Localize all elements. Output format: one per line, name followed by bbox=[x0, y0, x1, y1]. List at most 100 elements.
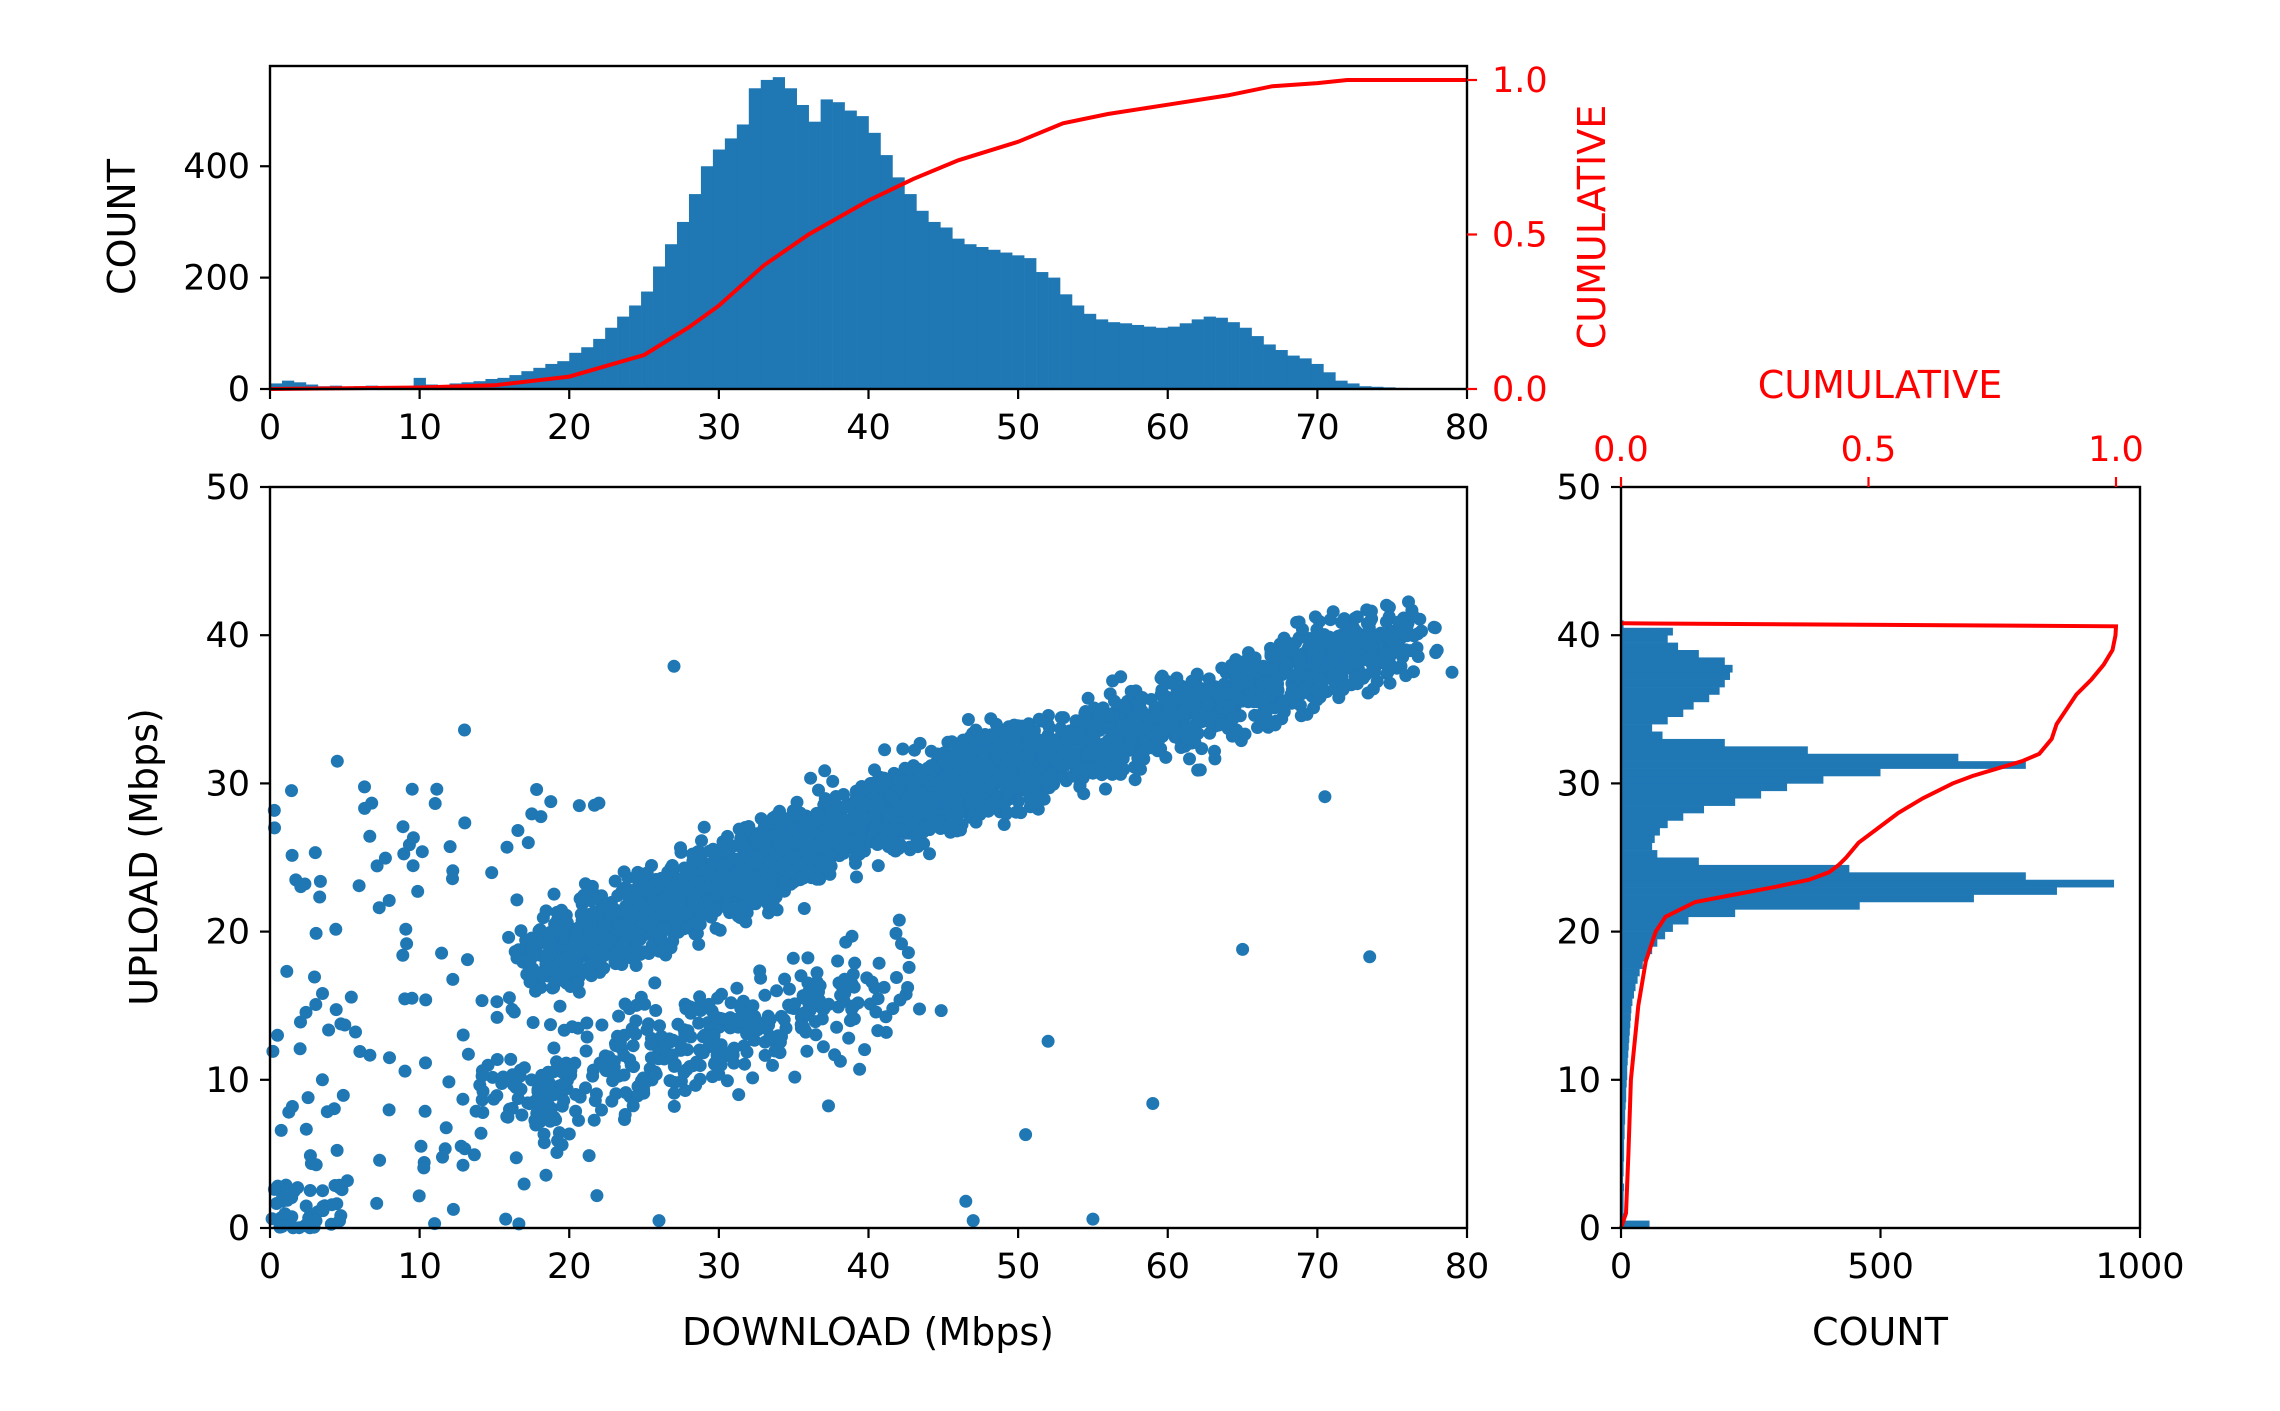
right-cumulative-axis-label: CUMULATIVE bbox=[1758, 363, 2002, 407]
scatter-point bbox=[1019, 784, 1033, 798]
scatter-point bbox=[1009, 752, 1023, 766]
scatter-point bbox=[1115, 718, 1129, 732]
scatter-point bbox=[810, 872, 824, 886]
scatter-point bbox=[1337, 680, 1351, 694]
scatter-point bbox=[534, 810, 548, 824]
scatter-point bbox=[954, 823, 967, 837]
scatter-point bbox=[456, 1028, 470, 1042]
scatter-point bbox=[1183, 752, 1196, 766]
top-histogram-bar bbox=[653, 266, 666, 389]
right-histogram-bar bbox=[1621, 709, 1684, 718]
scatter-point bbox=[303, 1184, 317, 1197]
scatter-point bbox=[584, 969, 598, 983]
scatter-point bbox=[692, 1016, 706, 1030]
scatter-point bbox=[570, 960, 584, 974]
scatter-point bbox=[719, 844, 733, 858]
scatter-point bbox=[908, 743, 921, 757]
right-histogram-bar bbox=[1621, 990, 1634, 999]
scatter-point bbox=[724, 996, 738, 1010]
top-histogram-bar bbox=[1095, 319, 1109, 389]
scatter-point bbox=[1143, 712, 1157, 726]
scatter-point bbox=[593, 944, 607, 958]
right-histogram-bar bbox=[1621, 983, 1636, 992]
scatter-point bbox=[1191, 763, 1205, 777]
right-histogram-bar bbox=[1621, 887, 2057, 895]
right-histogram-bar bbox=[1621, 798, 1736, 806]
scatter-point bbox=[370, 1196, 384, 1210]
scatter-point bbox=[793, 806, 807, 820]
scatter-point bbox=[831, 954, 845, 968]
scatter-point bbox=[1384, 660, 1398, 674]
scatter-point bbox=[693, 990, 707, 1004]
scatter-point bbox=[398, 1064, 412, 1078]
top-histogram-bar bbox=[856, 116, 869, 390]
scatter-point bbox=[1029, 778, 1042, 792]
scatter-point bbox=[547, 887, 561, 901]
scatter-point bbox=[1380, 598, 1393, 612]
right-histogram-bar bbox=[1621, 1035, 1630, 1044]
scatter-point bbox=[1158, 722, 1172, 736]
right-histogram-bar bbox=[1621, 1205, 1624, 1214]
top-histogram-bar bbox=[688, 194, 702, 389]
scatter-point bbox=[560, 916, 574, 930]
scatter-point bbox=[344, 990, 358, 1004]
scatter-point bbox=[551, 1134, 565, 1148]
scatter-point bbox=[316, 1184, 330, 1198]
scatter-point bbox=[1327, 655, 1341, 669]
scatter-point bbox=[547, 1041, 561, 1055]
scatter-point bbox=[893, 838, 907, 852]
scatter-point bbox=[898, 761, 912, 775]
scatter-point bbox=[396, 820, 410, 834]
scatter-point bbox=[1236, 942, 1250, 956]
scatter-point bbox=[1415, 624, 1428, 638]
scatter-point bbox=[456, 1092, 470, 1106]
scatter-point bbox=[485, 866, 499, 880]
right-histogram-bar bbox=[1621, 864, 1850, 873]
right-histogram-bar bbox=[1621, 1087, 1627, 1095]
scatter-point bbox=[1313, 690, 1327, 704]
scatter-point bbox=[332, 1178, 346, 1192]
scatter-point bbox=[624, 1058, 638, 1072]
right-x-ticks: 0 500 1000 bbox=[1610, 1228, 2185, 1287]
scatter-point bbox=[810, 966, 824, 980]
scatter-point bbox=[1383, 676, 1397, 690]
scatter-point bbox=[1081, 691, 1095, 705]
scatter-x-tick-label: 30 bbox=[697, 1247, 742, 1287]
top-histogram-bar bbox=[880, 155, 893, 389]
scatter-point bbox=[419, 993, 433, 1007]
top-histogram-bar bbox=[1012, 255, 1025, 389]
scatter-point bbox=[750, 831, 764, 845]
top-histogram-bar bbox=[629, 305, 642, 389]
scatter-point bbox=[1069, 749, 1083, 763]
scatter-point bbox=[1077, 733, 1091, 747]
scatter-point bbox=[901, 806, 915, 820]
scatter-point bbox=[587, 1113, 601, 1127]
top-histogram-bar bbox=[1275, 350, 1288, 389]
scatter-point bbox=[711, 1061, 725, 1075]
scatter-point bbox=[648, 976, 662, 990]
scatter-point bbox=[688, 891, 702, 905]
right-histogram-bar bbox=[1621, 738, 1725, 747]
scatter-point bbox=[981, 757, 995, 771]
scatter-point bbox=[550, 1055, 563, 1069]
scatter-point bbox=[458, 816, 472, 830]
top-x-tick-label: 40 bbox=[846, 408, 891, 448]
top-x-tick-label: 10 bbox=[397, 408, 442, 448]
right-histogram-bar bbox=[1621, 1079, 1627, 1088]
scatter-point bbox=[671, 925, 685, 939]
scatter-point bbox=[1282, 639, 1296, 652]
top-histogram-bar bbox=[1299, 358, 1312, 389]
scatter-point bbox=[330, 1143, 344, 1157]
top-histogram-bar bbox=[892, 177, 905, 389]
scatter-point bbox=[877, 771, 891, 785]
scatter-point bbox=[517, 1061, 531, 1075]
scatter-point bbox=[590, 1189, 604, 1203]
scatter-point bbox=[1001, 766, 1015, 780]
scatter-point bbox=[771, 1029, 785, 1043]
top-histogram-bar bbox=[964, 244, 977, 389]
scatter-point bbox=[1047, 753, 1061, 766]
scatter-point bbox=[698, 863, 712, 877]
right-cumulative-tick-label: 1.0 bbox=[2088, 430, 2144, 470]
top-histogram-bar bbox=[617, 316, 630, 389]
top-histogram-bar bbox=[1287, 355, 1300, 389]
